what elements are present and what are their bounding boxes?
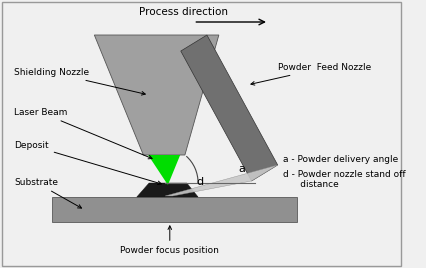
Text: a - Powder delivery angle: a - Powder delivery angle	[282, 155, 397, 164]
Text: Laser Beam: Laser Beam	[14, 108, 152, 159]
Text: Powder  Feed Nozzle: Powder Feed Nozzle	[250, 63, 371, 85]
Text: Substrate: Substrate	[14, 178, 81, 208]
Polygon shape	[148, 155, 180, 185]
Polygon shape	[180, 35, 277, 181]
Polygon shape	[52, 197, 296, 222]
Polygon shape	[94, 35, 219, 155]
Text: Powder focus position: Powder focus position	[120, 226, 219, 255]
Text: Process direction: Process direction	[139, 7, 228, 17]
Text: d - Powder nozzle stand off
      distance: d - Powder nozzle stand off distance	[282, 170, 405, 189]
Text: Deposit: Deposit	[14, 141, 161, 185]
Polygon shape	[136, 183, 198, 197]
Text: d: d	[196, 177, 203, 187]
Polygon shape	[165, 165, 277, 196]
Text: a: a	[238, 164, 245, 174]
Text: Shielding Nozzle: Shielding Nozzle	[14, 68, 145, 95]
